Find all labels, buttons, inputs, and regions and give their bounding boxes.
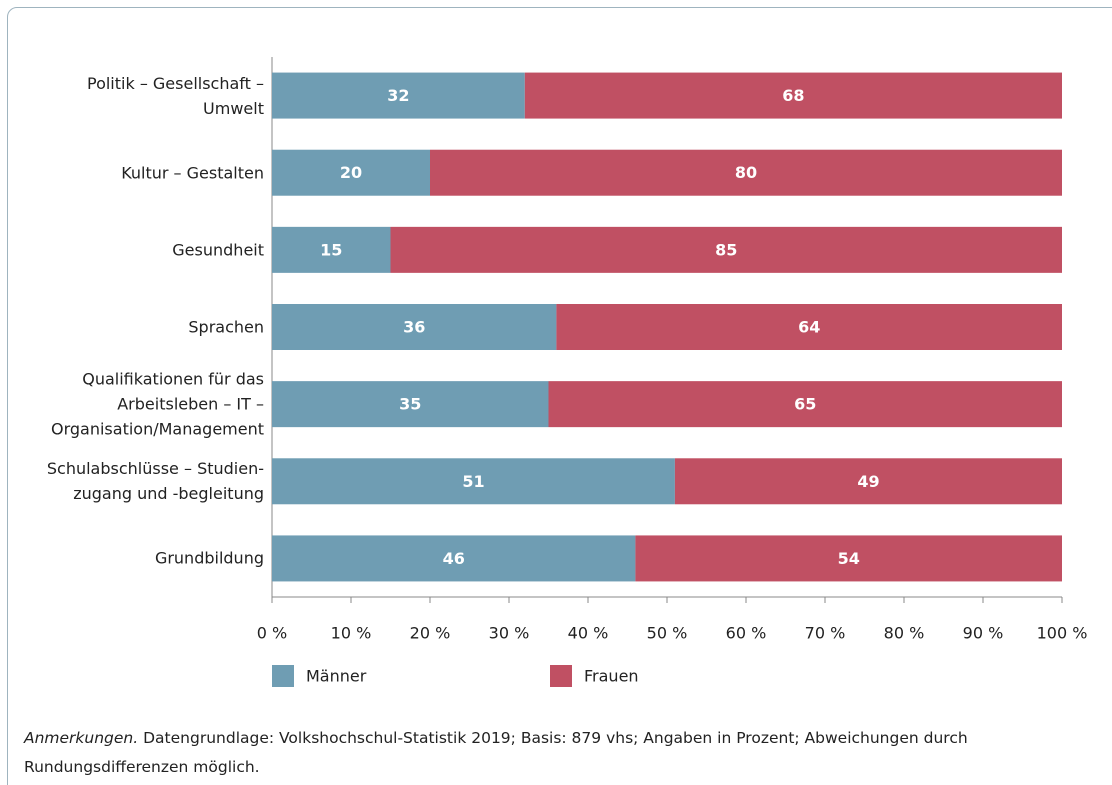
- y-tick-label: Politik – Gesellschaft – Umwelt: [86, 73, 264, 118]
- bar: [272, 149, 430, 196]
- value-label: 35: [399, 395, 421, 414]
- bar: [272, 304, 557, 350]
- legend-swatch: [272, 665, 294, 687]
- bar: [635, 535, 1062, 582]
- bar: [272, 72, 525, 119]
- legend-swatch: [550, 665, 572, 687]
- x-tick-label: 100 %: [1037, 624, 1088, 643]
- x-tick-label: 50 %: [647, 624, 688, 643]
- value-label: 54: [838, 549, 860, 568]
- value-label: 65: [794, 395, 816, 414]
- x-tick-label: 40 %: [568, 624, 609, 643]
- value-label: 80: [735, 163, 757, 182]
- value-label: 20: [340, 163, 362, 182]
- x-tick-label: 10 %: [331, 624, 372, 643]
- value-label: 36: [403, 318, 425, 337]
- bar: [272, 458, 675, 505]
- value-label: 46: [443, 549, 465, 568]
- note-label: Anmerkungen.: [24, 729, 139, 747]
- value-label: 51: [462, 472, 484, 491]
- value-label: 68: [782, 86, 804, 105]
- bar: [272, 226, 391, 273]
- legend-label: Männer: [306, 667, 367, 686]
- bar: [272, 535, 636, 582]
- bar: [430, 149, 1062, 196]
- x-tick-label: 60 %: [726, 624, 767, 643]
- x-tick-label: 0 %: [257, 624, 287, 643]
- frame: [7, 7, 1112, 785]
- bar: [674, 458, 1062, 505]
- y-tick-label: Gesundheit: [172, 240, 264, 260]
- bar: [548, 381, 1062, 428]
- legend-label: Frauen: [584, 667, 639, 686]
- bar: [272, 381, 549, 428]
- x-tick-label: 20 %: [410, 624, 451, 643]
- value-label: 85: [715, 240, 737, 259]
- x-tick-label: 80 %: [884, 624, 925, 643]
- y-tick-label: Grundbildung: [154, 548, 264, 568]
- y-tick-label: Schulabschlüsse – Studien- zugang und -b…: [46, 459, 264, 504]
- x-tick-label: 30 %: [489, 624, 530, 643]
- y-tick-label: Qualifikationen für das Arbeitsleben – I…: [50, 369, 264, 439]
- value-label: 49: [857, 472, 879, 491]
- y-tick-label: Sprachen: [188, 317, 264, 337]
- bar: [524, 72, 1062, 119]
- x-tick-label: 70 %: [805, 624, 846, 643]
- value-label: 32: [387, 86, 409, 105]
- bar: [390, 226, 1062, 273]
- value-label: 64: [798, 318, 820, 337]
- note-text: Datengrundlage: Volkshochschul-Statistik…: [24, 729, 968, 776]
- value-label: 15: [320, 240, 342, 259]
- y-tick-label: Kultur – Gestalten: [121, 163, 264, 183]
- bar: [556, 304, 1062, 350]
- x-tick-label: 90 %: [963, 624, 1004, 643]
- note: Anmerkungen. Datengrundlage: Volkshochsc…: [24, 724, 1084, 782]
